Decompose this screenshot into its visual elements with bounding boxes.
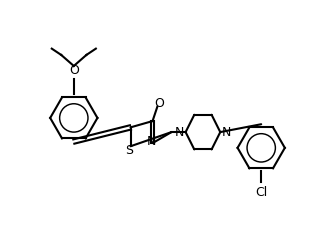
Text: O: O [154, 97, 164, 110]
Text: O: O [69, 64, 79, 77]
Text: N: N [146, 135, 156, 148]
Text: N: N [222, 126, 231, 139]
Text: Cl: Cl [255, 186, 267, 199]
Text: N: N [175, 126, 184, 139]
Text: S: S [125, 145, 133, 158]
